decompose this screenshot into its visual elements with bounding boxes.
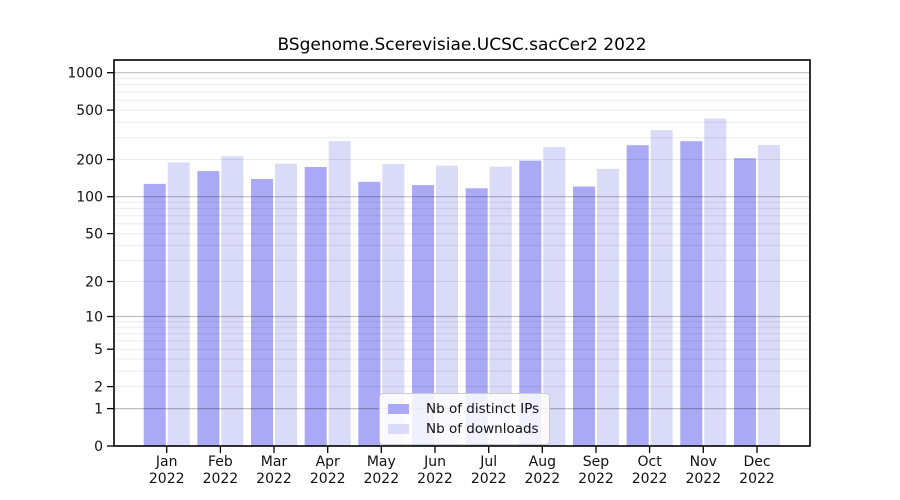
- legend-swatch-downloads: [388, 424, 409, 434]
- y-tick-label: 10: [85, 310, 103, 326]
- legend-item-downloads: Nb of downloads: [388, 419, 539, 439]
- bar-downloads-oct: [650, 130, 673, 446]
- x-tick-label-year: 2022: [256, 471, 292, 487]
- bar-distinct-ips-nov: [680, 141, 703, 446]
- x-tick-label-year: 2022: [203, 471, 239, 487]
- y-tick-label: 500: [76, 103, 103, 119]
- y-tick-label: 5: [94, 342, 103, 358]
- chart-title: BSgenome.Scerevisiae.UCSC.sacCer2 2022: [277, 35, 647, 55]
- bar-distinct-ips-jul: [465, 188, 488, 447]
- x-tick-label-month: Dec: [743, 454, 770, 470]
- bar-downloads-mar: [275, 163, 298, 446]
- bar-downloads-jun: [436, 165, 458, 446]
- y-tick-label: 1000: [67, 66, 103, 82]
- y-tick-label: 0: [94, 439, 103, 455]
- x-tick-label-month: Feb: [208, 454, 233, 470]
- bar-distinct-ips-may: [358, 181, 381, 447]
- bar-downloads-jul: [489, 166, 512, 446]
- bar-distinct-ips-jan: [143, 183, 166, 446]
- x-tick-label-year: 2022: [739, 471, 775, 487]
- bar-distinct-ips-aug: [519, 160, 542, 446]
- x-tick-label-month: Aug: [529, 454, 556, 470]
- legend-swatch-distinct-ips: [388, 404, 409, 414]
- bar-downloads-jan: [167, 162, 190, 446]
- x-tick-label-month: Jul: [479, 454, 497, 470]
- bar-distinct-ips-apr: [304, 167, 327, 446]
- chart-legend: Nb of distinct IPs Nb of downloads: [379, 393, 551, 445]
- bar-distinct-ips-jun: [412, 185, 434, 446]
- x-tick-label-month: Apr: [316, 454, 340, 470]
- x-tick-label-year: 2022: [417, 471, 453, 487]
- x-tick-label-year: 2022: [685, 471, 721, 487]
- x-tick-label-year: 2022: [471, 471, 507, 487]
- bar-downloads-dec: [757, 145, 780, 446]
- bar-downloads-may: [382, 164, 405, 446]
- legend-label-distinct-ips: Nb of distinct IPs: [426, 401, 540, 417]
- bar-distinct-ips-dec: [733, 158, 756, 446]
- x-tick-label-year: 2022: [310, 471, 346, 487]
- y-tick-label: 50: [85, 227, 103, 243]
- x-tick-label-month: May: [367, 454, 396, 470]
- bar-distinct-ips-feb: [197, 171, 220, 446]
- y-tick-label: 20: [85, 275, 103, 291]
- x-tick-label-month: Mar: [261, 454, 288, 470]
- x-tick-label-year: 2022: [524, 471, 560, 487]
- bar-downloads-feb: [221, 156, 244, 447]
- legend-item-distinct-ips: Nb of distinct IPs: [388, 399, 539, 419]
- bar-distinct-ips-sep: [572, 186, 595, 446]
- x-tick-label-year: 2022: [363, 471, 399, 487]
- y-tick-label: 200: [76, 153, 103, 169]
- x-tick-label-month: Jun: [423, 454, 446, 470]
- bar-downloads-nov: [704, 118, 727, 446]
- bar-distinct-ips-oct: [626, 145, 649, 446]
- plot-border: [113, 59, 811, 447]
- x-tick-label-month: Nov: [690, 454, 717, 470]
- bar-downloads-aug: [543, 147, 566, 446]
- x-tick-label-month: Jan: [155, 454, 178, 470]
- y-tick-label: 100: [76, 190, 103, 206]
- x-tick-label-year: 2022: [632, 471, 668, 487]
- y-tick-label: 1: [94, 402, 103, 418]
- x-tick-label-month: Sep: [583, 454, 610, 470]
- legend-label-downloads: Nb of downloads: [426, 421, 539, 437]
- y-tick-label: 2: [94, 380, 103, 396]
- bar-downloads-sep: [596, 168, 619, 446]
- x-tick-label-year: 2022: [578, 471, 614, 487]
- x-tick-label-month: Oct: [637, 454, 662, 470]
- bar-downloads-apr: [328, 141, 351, 446]
- x-tick-label-year: 2022: [149, 471, 185, 487]
- bar-distinct-ips-mar: [251, 179, 274, 446]
